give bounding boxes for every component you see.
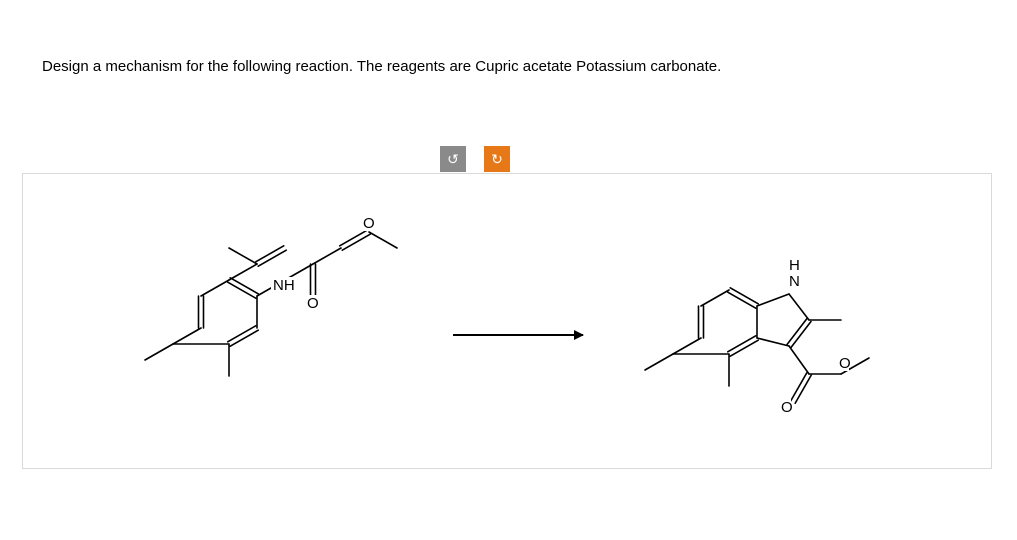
drawing-canvas[interactable]: NH O O HN O O	[22, 173, 992, 469]
toolbar: ↺ ↻	[440, 146, 510, 172]
svg-text:NH: NH	[273, 277, 295, 294]
svg-text:H: H	[789, 257, 800, 274]
undo-button[interactable]: ↺	[440, 146, 466, 172]
redo-button[interactable]: ↻	[484, 146, 510, 172]
svg-text:O: O	[363, 215, 375, 232]
svg-text:O: O	[781, 399, 793, 416]
question-text: Design a mechanism for the following rea…	[42, 58, 721, 75]
reactant-structure: NH O O	[113, 204, 433, 404]
svg-text:N: N	[789, 273, 800, 290]
svg-text:O: O	[839, 355, 851, 372]
reaction-arrow	[453, 334, 583, 336]
svg-text:O: O	[307, 295, 319, 312]
product-structure: HN O O	[613, 224, 913, 444]
